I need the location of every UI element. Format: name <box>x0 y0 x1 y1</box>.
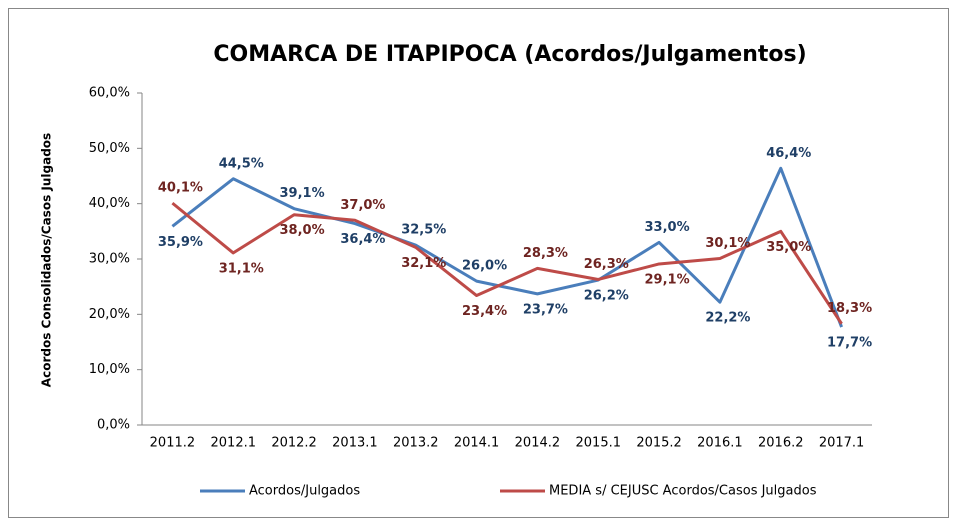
series-line <box>171 166 843 328</box>
x-tick-label: 2016.2 <box>758 436 804 451</box>
x-tick-label: 2015.2 <box>636 436 682 451</box>
data-label: 29,1% <box>645 272 690 287</box>
x-tick-label: 2016.1 <box>697 436 743 451</box>
data-label: 33,0% <box>645 220 690 235</box>
data-label: 30,1% <box>705 236 750 251</box>
data-label: 32,1% <box>401 256 446 271</box>
x-tick-label: 2015.1 <box>576 436 622 451</box>
x-tick-label: 2014.2 <box>515 436 561 451</box>
legend-label: Acordos/Julgados <box>249 484 360 499</box>
data-label: 44,5% <box>219 156 264 171</box>
x-tick-label: 2012.1 <box>211 436 257 451</box>
x-tick-label: 2011.2 <box>150 436 196 451</box>
y-axis-label: Acordos Consolidados/Casos Julgados <box>40 133 54 387</box>
data-label: 26,3% <box>584 257 629 272</box>
y-tick-label: 30,0% <box>89 252 130 267</box>
data-label: 22,2% <box>705 311 750 326</box>
data-label: 35,9% <box>158 235 203 250</box>
y-tick-label: 50,0% <box>89 141 130 156</box>
data-label: 32,5% <box>401 223 446 238</box>
y-tick-label: 60,0% <box>89 86 130 101</box>
data-label: 38,0% <box>280 223 325 238</box>
data-label: 39,1% <box>280 186 325 201</box>
y-tick-label: 10,0% <box>89 362 130 377</box>
chart-title: COMARCA DE ITAPIPOCA (Acordos/Julgamento… <box>213 42 806 67</box>
data-label: 40,1% <box>158 181 203 196</box>
data-label: 23,7% <box>523 302 568 317</box>
legend-label: MEDIA s/ CEJUSC Acordos/Casos Julgados <box>549 484 817 499</box>
x-tick-label: 2013.1 <box>332 436 378 451</box>
y-tick-label: 20,0% <box>89 307 130 322</box>
data-label: 17,7% <box>827 336 872 351</box>
x-tick-label: 2017.1 <box>819 436 865 451</box>
x-tick-label: 2013.2 <box>393 436 439 451</box>
data-label: 46,4% <box>766 146 811 161</box>
data-label: 26,2% <box>584 289 629 304</box>
data-label: 23,4% <box>462 304 507 319</box>
data-label: 35,0% <box>766 240 811 255</box>
series-line <box>171 201 843 325</box>
data-label: 26,0% <box>462 259 507 274</box>
y-tick-label: 0,0% <box>97 418 130 433</box>
x-tick-label: 2012.2 <box>271 436 317 451</box>
data-label: 36,4% <box>340 232 385 247</box>
data-label: 37,0% <box>340 198 385 213</box>
data-label: 28,3% <box>523 246 568 261</box>
y-tick-label: 40,0% <box>89 196 130 211</box>
x-tick-label: 2014.1 <box>454 436 500 451</box>
data-label: 31,1% <box>219 261 264 276</box>
data-label: 18,3% <box>827 301 872 316</box>
chart-border <box>8 8 949 518</box>
